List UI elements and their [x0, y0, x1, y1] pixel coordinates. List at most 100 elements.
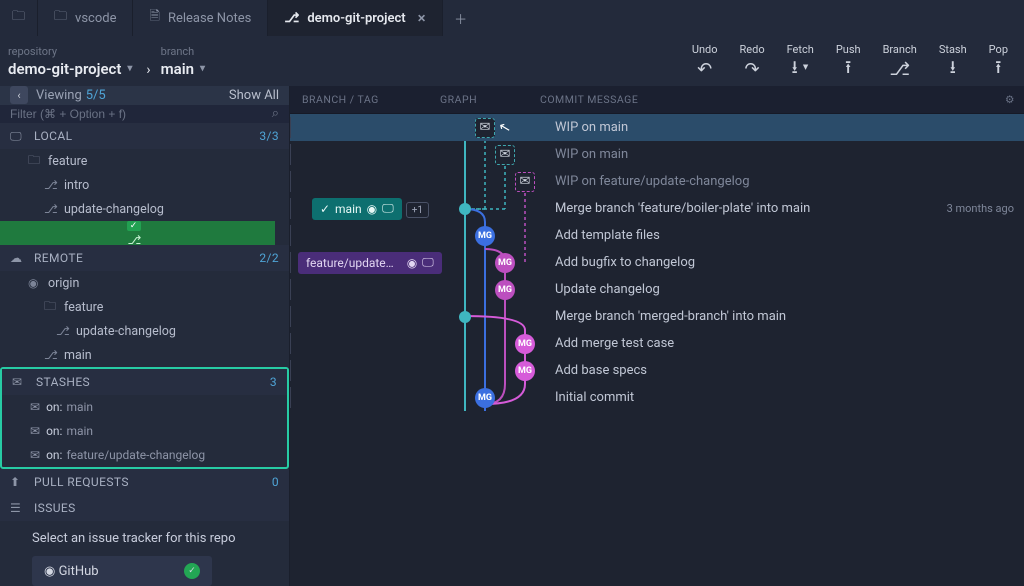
commit-message: Update changelog	[555, 282, 1024, 297]
branch-tag-main[interactable]: ✓main◉🖵	[312, 198, 402, 220]
notes-icon: 🗎	[149, 7, 159, 29]
tree-branch-main-remote[interactable]: ⎇main	[0, 343, 289, 367]
folder-icon: 🗀	[54, 7, 67, 29]
repo-value: demo-git-project	[8, 60, 121, 78]
chevron-down-icon: ▾	[200, 63, 205, 74]
branch-tag-feature[interactable]: feature/update… ◉🖵	[298, 252, 442, 274]
tree-branch-update-changelog-remote[interactable]: ⎇update-changelog	[0, 319, 289, 343]
tree-branch-intro[interactable]: ⎇ intro	[0, 173, 289, 197]
tree-folder-feature-remote[interactable]: 🗀feature	[0, 295, 289, 319]
commit-message: Add base specs	[555, 363, 1024, 378]
github-tracker-button[interactable]: ◉ GitHub✓	[32, 556, 212, 586]
undo-button[interactable]: Undo↶	[692, 43, 718, 80]
section-badge: 3/3	[259, 129, 279, 143]
fetch-button[interactable]: Fetch⭳ ▾	[787, 43, 814, 80]
redo-button[interactable]: Redo↷	[740, 43, 765, 80]
graph-header: BRANCH / TAG GRAPH COMMIT MESSAGE ⚙	[290, 86, 1024, 114]
tab-vscode[interactable]: 🗀vscode	[38, 0, 133, 36]
tab-folder[interactable]: 🗀	[0, 0, 38, 36]
new-tab-button[interactable]: ＋	[443, 0, 479, 36]
pop-button[interactable]: Pop⭱	[989, 43, 1008, 80]
commit-message: Merge branch 'merged-branch' into main	[555, 309, 1024, 324]
stash-item[interactable]: ✉on:main	[2, 395, 287, 419]
col-graph: GRAPH	[440, 93, 540, 106]
filter-input[interactable]	[10, 107, 272, 121]
repo-selector[interactable]: repository demo-git-project▾	[8, 45, 132, 78]
section-title: LOCAL	[34, 129, 72, 143]
stash-item[interactable]: ✉on:feature/update-changelog	[2, 443, 287, 467]
section-header-issues[interactable]: ☰ISSUES	[0, 495, 289, 521]
avatar-node: MG	[515, 334, 535, 354]
section-title: ISSUES	[34, 501, 76, 515]
check-icon: ✓	[320, 202, 330, 216]
commit-node	[459, 311, 471, 323]
branch-tag-label: feature/update…	[306, 256, 394, 270]
folder-icon: 🗀	[28, 151, 42, 172]
commit-message: Initial commit	[555, 390, 1024, 405]
viewing-label: Viewing	[36, 88, 82, 103]
ahead-badge: +1	[406, 202, 429, 218]
tab-demo-git-project[interactable]: ⎇demo-git-project×	[268, 0, 442, 36]
section-header-remote[interactable]: ☁REMOTE2/2	[0, 245, 289, 271]
commit-message: Add bugfix to changelog	[555, 255, 1024, 270]
push-button[interactable]: Push⭱	[836, 43, 861, 80]
commit-row[interactable]: MG Update changelog	[290, 276, 1024, 303]
tab-label: demo-git-project	[307, 11, 405, 26]
stash-icon: ⭳	[950, 60, 956, 80]
inbox-icon: ✉	[30, 400, 40, 414]
branch-icon: ⎇	[889, 60, 910, 80]
gear-icon[interactable]: ⚙	[996, 93, 1024, 106]
laptop-icon: 🖵	[382, 201, 394, 216]
fetch-icon: ⭳ ▾	[791, 60, 808, 80]
avatar-node: MG	[495, 253, 515, 273]
commit-row[interactable]: feature/update… ◉🖵 MG Add bugfix to chan…	[290, 249, 1024, 276]
avatar-node: MG	[475, 388, 495, 408]
branch-value: main	[161, 60, 194, 78]
toolbar-label: Redo	[740, 43, 765, 56]
commit-row[interactable]: ✓main◉🖵+1 Merge branch 'feature/boiler-p…	[290, 195, 1024, 222]
inbox-icon: ✉	[30, 424, 40, 438]
tree-folder-feature[interactable]: 🗀feature	[0, 149, 289, 173]
commit-row[interactable]: ✉ WIP on main	[290, 141, 1024, 168]
top-row: repository demo-git-project▾ › branch ma…	[0, 36, 1024, 86]
commit-row[interactable]: MG Add merge test case	[290, 330, 1024, 357]
graph-rows: ✉ ↖ WIP on main ✉ WIP on main ✉ WIP on f…	[290, 114, 1024, 586]
tree-label: intro	[64, 178, 89, 193]
tab-release-notes[interactable]: 🗎Release Notes	[133, 0, 268, 36]
close-icon[interactable]: ×	[418, 9, 426, 27]
commit-row[interactable]: MG Add template files	[290, 222, 1024, 249]
stash-button[interactable]: Stash⭳	[939, 43, 967, 80]
tree-label: origin	[48, 276, 79, 291]
commit-row[interactable]: MG Initial commit	[290, 384, 1024, 411]
inbox-icon: ✉	[12, 375, 28, 389]
commit-row[interactable]: MG Add base specs	[290, 357, 1024, 384]
commit-row[interactable]: ✉ ↖ WIP on main	[290, 114, 1024, 141]
tree-branch-main[interactable]: ✓⎇main	[0, 221, 275, 245]
tree-branch-update-changelog[interactable]: ⎇update-changelog	[0, 197, 289, 221]
branch-selector[interactable]: branch main▾	[161, 45, 205, 78]
branch-icon: ⎇	[44, 178, 58, 192]
repo-label: repository	[8, 45, 132, 58]
section-pull-requests: ⬆PULL REQUESTS0	[0, 469, 289, 495]
stash-branch: main	[66, 400, 93, 414]
laptop-icon: 🖵	[422, 255, 434, 270]
section-header-local[interactable]: 🖵LOCAL3/3	[0, 123, 289, 149]
back-button[interactable]: ‹	[10, 86, 28, 104]
section-badge: 2/2	[259, 251, 279, 265]
branch-button[interactable]: Branch⎇	[883, 43, 917, 80]
show-all-link[interactable]: Show All	[229, 88, 279, 103]
section-header-pulls[interactable]: ⬆PULL REQUESTS0	[0, 469, 289, 495]
section-badge: 3	[270, 375, 277, 389]
section-title: REMOTE	[34, 251, 83, 265]
commit-message: WIP on main	[555, 147, 1024, 162]
section-header-stashes[interactable]: ✉STASHES3	[2, 369, 287, 395]
commit-message: Add merge test case	[555, 336, 1024, 351]
tree-remote-origin[interactable]: ◉origin	[0, 271, 289, 295]
commit-row[interactable]: Merge branch 'merged-branch' into main	[290, 303, 1024, 330]
branch-icon: ⎇	[56, 324, 70, 338]
button-label: GitHub	[59, 564, 99, 579]
col-commit-message: COMMIT MESSAGE	[540, 93, 996, 106]
commit-message: WIP on main	[555, 120, 1024, 135]
stash-item[interactable]: ✉on:main	[2, 419, 287, 443]
commit-row[interactable]: ✉ WIP on feature/update-changelog	[290, 168, 1024, 195]
